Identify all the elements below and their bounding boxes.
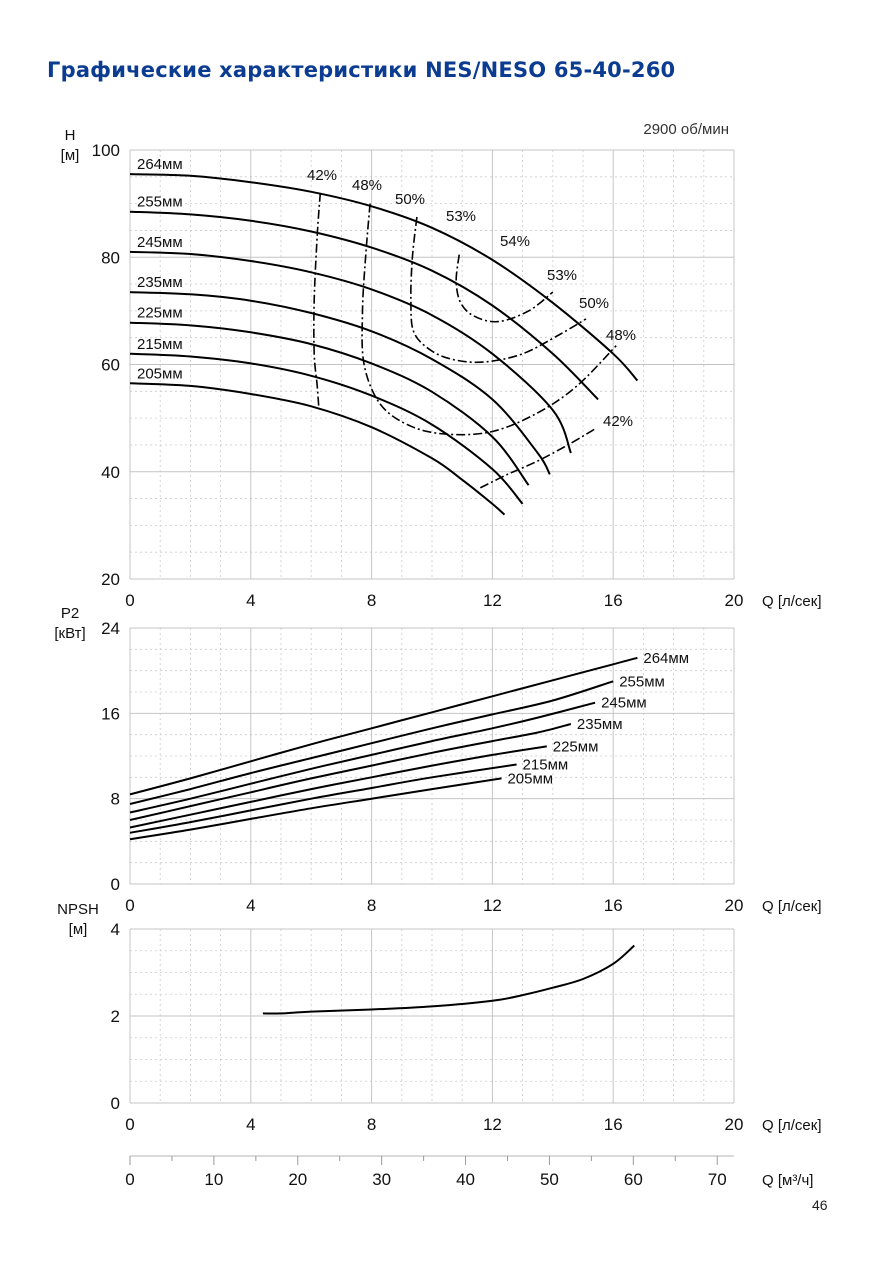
x-tick-label: 20 — [725, 591, 744, 610]
series-label: 255мм — [137, 194, 183, 211]
x-tick-label: 16 — [604, 591, 623, 610]
efficiency-label: 42% — [603, 413, 633, 430]
secondary-x-tick-label: 10 — [204, 1170, 223, 1189]
document-title: Графические характеристики NES/NESO 65-4… — [47, 58, 676, 82]
y-axis-label: [кВт] — [54, 625, 85, 642]
series-label: 264мм — [643, 650, 689, 667]
x-tick-label: 20 — [725, 896, 744, 915]
y-tick-label: 60 — [101, 356, 120, 375]
efficiency-label: 53% — [547, 267, 577, 284]
series-line-225мм — [129, 321, 530, 486]
x-tick-label: 4 — [246, 591, 255, 610]
series-label: 235мм — [137, 274, 183, 291]
series-label: 264мм — [137, 156, 183, 173]
efficiency-label: 48% — [352, 177, 382, 194]
series-label: 225мм — [553, 738, 599, 755]
efficiency-curve — [361, 203, 617, 436]
y-axis-label: [м] — [69, 921, 88, 938]
series-line-255мм — [129, 680, 614, 805]
x-tick-label: 8 — [367, 591, 376, 610]
series-line-215мм — [129, 763, 517, 834]
y-tick-label: 2 — [111, 1007, 120, 1026]
speed-label: 2900 об/мин — [643, 121, 729, 138]
efficiency-label: 53% — [446, 208, 476, 225]
series-line-225мм — [129, 745, 547, 829]
x-tick-label: 20 — [725, 1115, 744, 1134]
efficiency-label: 54% — [500, 233, 530, 250]
secondary-x-tick-label: 70 — [708, 1170, 727, 1189]
series-label: 205мм — [507, 770, 553, 787]
x-tick-label: 8 — [367, 1115, 376, 1134]
x-tick-label: 0 — [125, 591, 134, 610]
series-label: 245мм — [601, 695, 647, 712]
x-tick-label: 0 — [125, 896, 134, 915]
secondary-x-tick-label: 0 — [125, 1170, 134, 1189]
y-axis-label: [м] — [61, 147, 80, 164]
x-tick-label: 12 — [483, 591, 502, 610]
x-tick-label: 16 — [604, 896, 623, 915]
x-tick-label: 8 — [367, 896, 376, 915]
x-tick-label: 16 — [604, 1115, 623, 1134]
series-line-235мм — [129, 291, 551, 475]
y-axis-label: H — [65, 127, 76, 144]
x-axis-label: Q [л/сек] — [762, 593, 822, 610]
x-tick-label: 4 — [246, 1115, 255, 1134]
secondary-x-tick-label: 40 — [456, 1170, 475, 1189]
x-tick-label: 4 — [246, 896, 255, 915]
efficiency-curve — [410, 216, 587, 364]
x-axis-label: Q [л/сек] — [762, 898, 822, 915]
y-axis-label: P2 — [61, 605, 79, 622]
efficiency-label: 50% — [395, 191, 425, 208]
series-line-264мм — [129, 656, 638, 796]
series-line-215мм — [129, 352, 524, 505]
efficiency-label: 48% — [606, 327, 636, 344]
series-line-255мм — [129, 210, 599, 401]
y-tick-label: 40 — [101, 463, 120, 482]
y-tick-label: 16 — [101, 704, 120, 723]
series-label: 225мм — [137, 305, 183, 322]
y-tick-label: 20 — [101, 570, 120, 589]
series-label: 245мм — [137, 234, 183, 251]
series-line-245мм — [129, 701, 596, 814]
series-line-npsh — [262, 944, 635, 1015]
page-number: 46 — [812, 1197, 828, 1213]
efficiency-label: 50% — [579, 295, 609, 312]
y-tick-label: 0 — [111, 1094, 120, 1113]
series-label: 205мм — [137, 365, 183, 382]
series-line-264мм — [129, 173, 639, 382]
series-label: 235мм — [577, 716, 623, 733]
secondary-x-tick-label: 60 — [624, 1170, 643, 1189]
secondary-x-tick-label: 50 — [540, 1170, 559, 1189]
series-line-245мм — [129, 250, 572, 454]
y-tick-label: 8 — [111, 790, 120, 809]
efficiency-curve — [479, 428, 596, 489]
efficiency-curve — [455, 254, 554, 323]
secondary-x-tick-label: 20 — [288, 1170, 307, 1189]
series-line-205мм — [129, 777, 502, 841]
x-tick-label: 0 — [125, 1115, 134, 1134]
x-axis-label: Q [л/сек] — [762, 1117, 822, 1134]
efficiency-label: 42% — [307, 167, 337, 184]
x-tick-label: 12 — [483, 1115, 502, 1134]
y-tick-label: 4 — [111, 920, 120, 939]
efficiency-curve — [313, 192, 322, 408]
y-tick-label: 0 — [111, 875, 120, 894]
secondary-x-axis-label: Q [м³/ч] — [762, 1172, 813, 1189]
secondary-x-tick-label: 30 — [372, 1170, 391, 1189]
series-label: 255мм — [619, 673, 665, 690]
x-tick-label: 12 — [483, 896, 502, 915]
y-tick-label: 100 — [92, 141, 120, 160]
series-label: 215мм — [523, 757, 569, 774]
series-line-205мм — [129, 382, 506, 516]
y-tick-label: 24 — [101, 619, 120, 638]
y-tick-label: 80 — [101, 248, 120, 267]
series-line-235мм — [129, 723, 572, 821]
y-axis-label: NPSH — [57, 901, 99, 918]
series-label: 215мм — [137, 336, 183, 353]
